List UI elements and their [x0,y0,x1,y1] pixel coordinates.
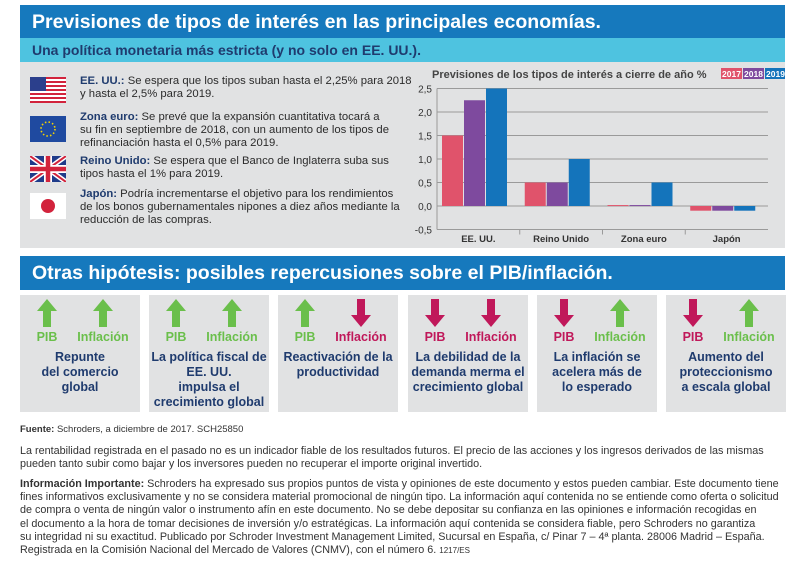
y-tick-label: 1,0 [418,155,432,166]
legend-label: 2018 [744,69,763,79]
bar-2019 [568,159,590,206]
footer: Fuente: Schroders, a diciembre de 2017. … [20,423,779,564]
legend-swatch-2018 [743,68,764,79]
bar-2018 [464,100,485,206]
bar-2019 [486,88,507,206]
scenario-description: La política fiscal de EE. UU. impulsa el cr… [151,350,267,409]
bar-2017 [607,205,629,207]
pib-label: PIB [424,330,446,344]
inflation-label: Inflación [594,330,646,344]
region-us-text: EE. UU.: Se espera que los tipos suban h… [80,75,412,100]
arrow-up-icon [166,299,186,327]
scenario-description: La debilidad de la demanda merma el crecim… [411,350,525,394]
x-tick-label: Reino Unido [533,234,589,245]
arrows [278,299,398,327]
pib-label: PIB [36,330,58,344]
document-code: 1217/ES [439,545,470,555]
region-japan-text: Japón: Podría incrementarse el objetivo … [80,188,400,226]
arrow-up-icon [222,299,242,327]
bar-2019 [734,206,756,211]
inflation-label: Inflación [465,330,517,344]
y-tick-label: -0,5 [415,226,433,237]
scenario-card: PIB Inflación Reactivación de la producti… [278,295,398,412]
inflation-label: Inflación [77,330,129,344]
inflation-label: Inflación [723,330,775,344]
arrow-up-icon [93,299,113,327]
y-tick-label: 1,5 [418,132,432,143]
arrows [408,299,528,327]
us-flag-icon [30,77,66,103]
interest-rate-panel: EE. UU.: Se espera que los tipos suban h… [20,62,785,248]
bar-2017 [442,135,463,206]
scenario-card: PIB Inflación La debilidad de la demanda … [408,295,528,412]
arrows [666,299,786,327]
legend-label: 2019 [766,69,785,79]
scenario-card: PIB Inflación Repunte del comercio global [20,295,140,412]
y-tick-label: 0,5 [418,179,432,190]
pib-label: PIB [553,330,575,344]
legend-swatch-2017 [721,68,742,79]
legend-label: 2017 [722,69,741,79]
bar-2018 [629,205,651,207]
chart-title: Previsiones de los tipos de interés a ci… [432,69,707,81]
scenario-description: Aumento del proteccionismo a escala global [679,350,773,394]
bar-2017 [524,182,546,206]
uk-flag-icon [30,156,66,182]
eu-flag-icon [30,116,66,142]
x-tick-label: Japón [713,234,741,245]
y-tick-label: 0,0 [418,202,432,213]
scenario-card: PIB Inflación La política fiscal de EE. U… [149,295,269,412]
scenario-description: La inflación se acelera más de lo esperado [552,350,642,394]
subtitle: Una política monetaria más estricta (y n… [20,38,785,62]
arrow-up-icon [610,299,630,327]
arrow-down-icon [481,299,501,327]
arrows [537,299,657,327]
arrow-down-icon [425,299,445,327]
arrow-up-icon [37,299,57,327]
scenario-card: PIB Inflación Aumento del proteccionismo a… [666,295,786,412]
bar-2019 [651,182,673,206]
japan-flag-icon [30,193,66,219]
bar-2018 [712,206,734,211]
inflation-label: Inflación [335,330,387,344]
arrow-down-icon [351,299,371,327]
bar-2017 [690,206,712,211]
scenario-card: PIB Inflación La inflación se acelera más… [537,295,657,412]
arrow-down-icon [683,299,703,327]
source-note: Fuente: Schroders, a diciembre de 2017. … [20,424,244,435]
inflation-label: Inflación [206,330,258,344]
main-title: Previsiones de tipos de interés en las p… [20,5,785,38]
x-tick-label: EE. UU. [461,234,495,245]
region-uk-text: Reino Unido: Se espera que el Banco de I… [80,155,389,180]
x-tick-label: Zona euro [621,234,667,245]
important-info: Información Importante: Schroders ha exp… [20,478,779,556]
arrows [20,299,140,327]
bar-2018 [546,182,568,206]
pib-label: PIB [682,330,704,344]
pib-label: PIB [165,330,187,344]
y-tick-label: 2,5 [418,85,432,96]
disclaimer: La rentabilidad registrada en el pasado … [20,445,764,471]
arrow-up-icon [295,299,315,327]
pib-label: PIB [294,330,316,344]
y-tick-label: 2,0 [418,108,432,119]
scenario-description: Reactivación de la productividad [283,350,393,379]
legend-swatch-2019 [765,68,785,79]
region-eurozone-text: Zona euro: Se prevé que la expansión cua… [80,111,389,149]
arrows [149,299,269,327]
arrow-up-icon [739,299,759,327]
arrow-down-icon [554,299,574,327]
scenario-description: Repunte del comercio global [41,350,119,394]
interest-rate-chart: Previsiones de los tipos de interés a ci… [415,68,785,245]
scenarios-title: Otras hipótesis: posibles repercusiones … [20,256,785,290]
